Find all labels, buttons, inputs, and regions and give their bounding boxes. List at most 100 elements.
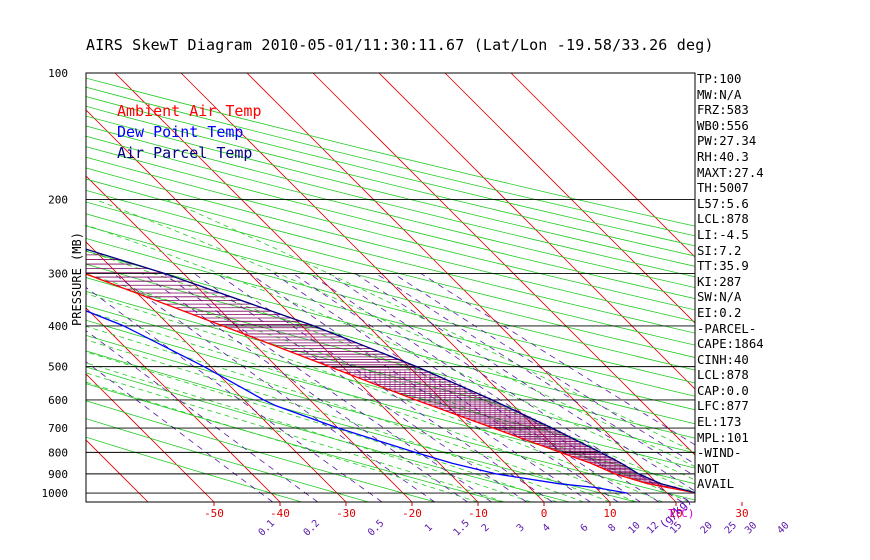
mixing-ratio-tick-label: 0.1 <box>257 518 278 539</box>
mixing-ratio-tick-label: 4 <box>541 522 553 534</box>
chart-title: AIRS SkewT Diagram 2010-05-01/11:30:11.6… <box>86 36 714 54</box>
dry-adiabat <box>86 135 695 289</box>
dry-adiabat <box>86 418 369 502</box>
index-line: AVAIL <box>697 477 735 492</box>
dry-adiabat <box>86 237 695 397</box>
ambient-air-temp-line <box>86 273 695 494</box>
moist-adiabat <box>86 224 695 481</box>
dry-adiabat <box>86 400 436 502</box>
moist-adiabat <box>86 362 531 502</box>
bottom-tick-label: -40 <box>270 507 290 520</box>
dry-adiabat <box>86 250 695 411</box>
mixing-ratio-tick-label: 40 <box>775 520 791 536</box>
mixing-ratio-tick-label: 2 <box>480 522 492 534</box>
pressure-tick-label: 700 <box>48 422 68 435</box>
mixing-ratio-line <box>420 273 695 446</box>
legend-ambient-air-temp: Ambient Air Temp <box>117 102 262 120</box>
bottom-tick-label: -30 <box>336 507 356 520</box>
mixing-ratio-line <box>308 273 660 502</box>
mixing-ratio-tick-label: 30 <box>743 520 759 536</box>
dry-adiabat <box>86 290 695 454</box>
isotherm <box>114 73 545 502</box>
index-line: TP:100 <box>697 72 742 86</box>
pressure-tick-label: 900 <box>48 468 68 481</box>
index-line: FRZ:583 <box>697 103 749 118</box>
mixing-ratio-tick-labels: 0.1 0.2 0.5 1 1.5 2 3 4 6 8 10 12 15 20 25 30 40 <box>257 518 792 539</box>
mixing-ratio-tick-label: 10 <box>626 520 642 536</box>
index-line: RH:40.3 <box>697 149 749 164</box>
pressure-tick-label: 200 <box>48 193 68 206</box>
index-line: LI:-4.5 <box>697 227 749 242</box>
pressure-tick-label: 300 <box>48 267 68 280</box>
moist-adiabat <box>86 351 558 502</box>
pressure-tick-label: 800 <box>48 446 68 459</box>
bottom-tick-label: 20 <box>669 507 682 520</box>
bottom-tick-label: -50 <box>204 507 224 520</box>
dry-adiabat <box>86 263 695 425</box>
mixing-ratio-line <box>354 273 695 492</box>
pressure-tick-label: 400 <box>48 320 68 333</box>
isobar-lines <box>86 72 695 494</box>
dry-adiabat <box>86 189 695 346</box>
dry-adiabat <box>86 167 695 322</box>
dry-adiabat <box>86 277 695 439</box>
moist-adiabat <box>86 372 505 502</box>
mixing-ratio-tick-label: 8 <box>606 522 618 534</box>
isotherm <box>510 73 695 258</box>
dry-adiabat <box>86 334 695 501</box>
mixing-ratio-line <box>375 273 695 477</box>
mixing-ratio-line <box>86 361 273 502</box>
mixing-ratio-lines <box>86 273 695 502</box>
mixing-ratio-tick-label: 20 <box>699 520 715 536</box>
mixing-ratio-line <box>392 273 695 465</box>
moist-adiabat <box>95 199 695 467</box>
bottom-tick-label: -10 <box>468 507 488 520</box>
index-line: MPL:101 <box>697 430 749 445</box>
isotherm <box>0 73 16 502</box>
stability-indices-panel: TP:100 MW:N/A FRZ:583 WB0:556 PW:27.34 RH:40.… <box>697 72 764 493</box>
isotherm <box>86 175 413 502</box>
mixing-ratio-tick-label: 1 <box>423 522 435 534</box>
dry-adiabat <box>86 319 695 485</box>
dry-adiabat <box>86 146 695 300</box>
profile-lines <box>86 248 695 494</box>
mixing-ratio-line <box>141 273 468 502</box>
y-axis-label: PRESSURE (MB) <box>70 232 84 326</box>
mixing-ratio-line <box>193 273 527 502</box>
dry-adiabat <box>86 213 695 371</box>
isotherm <box>86 241 347 502</box>
index-line: TT:35.9 <box>697 259 749 274</box>
dew-point-temp-line <box>86 310 628 494</box>
axes <box>85 72 743 506</box>
bottom-tick-label: 30 <box>735 507 748 520</box>
dry-adiabat <box>86 225 695 384</box>
isotherm <box>180 73 611 502</box>
index-line: NOT <box>697 461 720 476</box>
index-line: EI:0.2 <box>697 305 742 320</box>
index-line: LCL:878 <box>697 368 749 383</box>
mixing-ratio-tick-label: 0.5 <box>366 518 387 539</box>
mixing-ratio-tick-label: 1.5 <box>451 518 472 539</box>
mixing-ratio-line <box>113 273 436 502</box>
legend-dew-point-temp: Dew Point Temp <box>117 123 244 141</box>
index-line: SW:N/A <box>697 290 742 305</box>
isotherm <box>86 307 281 502</box>
isotherm <box>86 373 215 502</box>
index-line: LFC:877 <box>697 399 749 414</box>
moist-adiabat <box>86 293 663 502</box>
index-line: -PARCEL- <box>697 321 757 336</box>
index-line: CAPE:1864 <box>697 337 764 352</box>
mixing-ratio-tick-label: 6 <box>579 522 591 534</box>
dry-adiabat <box>86 156 695 311</box>
index-line: MAXT:27.4 <box>697 165 764 180</box>
moist-adiabat <box>86 325 611 502</box>
air-parcel-temp-line <box>86 248 695 494</box>
index-line: SI:7.2 <box>697 243 742 258</box>
dry-adiabat <box>86 350 637 502</box>
index-line: L57:5.6 <box>697 196 749 211</box>
mixing-ratio-line <box>86 330 318 502</box>
plot-frame <box>85 72 696 503</box>
dry-adiabat <box>86 115 695 267</box>
mixing-ratio-tick-label: 0.2 <box>302 518 323 539</box>
bottom-temperature-tick-labels: -50 -40 -30 -20 -10 0 10 20 30 <box>204 507 749 520</box>
